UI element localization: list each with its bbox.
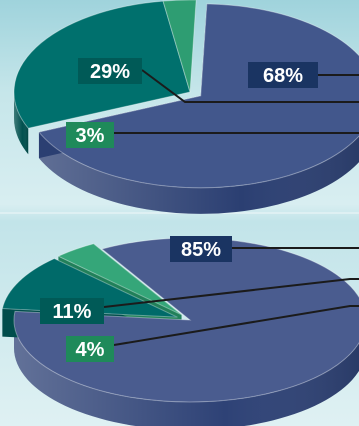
chart-1-leader-line-1 — [141, 69, 359, 103]
chart-2-data-label-2: 4% — [76, 339, 105, 361]
chart-2-leader-line-1 — [103, 278, 359, 308]
chart-2-label-box-0 — [170, 236, 232, 262]
chart-2-data-label-1: 11% — [53, 301, 92, 323]
chart-2-leader-line-2 — [113, 305, 359, 346]
chart-2-label-box-1 — [40, 298, 104, 324]
chart-1-slice-1-side-shade — [14, 92, 29, 155]
chart-1-label-box-0 — [248, 62, 318, 88]
chart-1-slice-0 — [38, 3, 359, 189]
chart-1-data-label-2: 3% — [76, 125, 105, 147]
chart-1-label-box-1 — [78, 58, 142, 84]
chart-2-slice-0-side-shade — [14, 320, 359, 426]
chart-1-slice-2 — [162, 0, 197, 93]
chart-1-data-label-0: 68% — [263, 65, 303, 87]
chart-2-slice-2 — [57, 243, 182, 316]
chart-2-data-label-0: 85% — [181, 239, 221, 261]
chart-1-label-box-2 — [66, 122, 114, 148]
chart-1-data-label-1: 29% — [90, 61, 130, 83]
chart-1-slice-0-side-shade — [38, 132, 359, 214]
chart-2-label-box-2 — [66, 336, 114, 362]
pie-chart-1: 68% 29% 3% — [13, 0, 359, 214]
pie-chart-2: 85% 11% 4% — [1, 236, 359, 426]
